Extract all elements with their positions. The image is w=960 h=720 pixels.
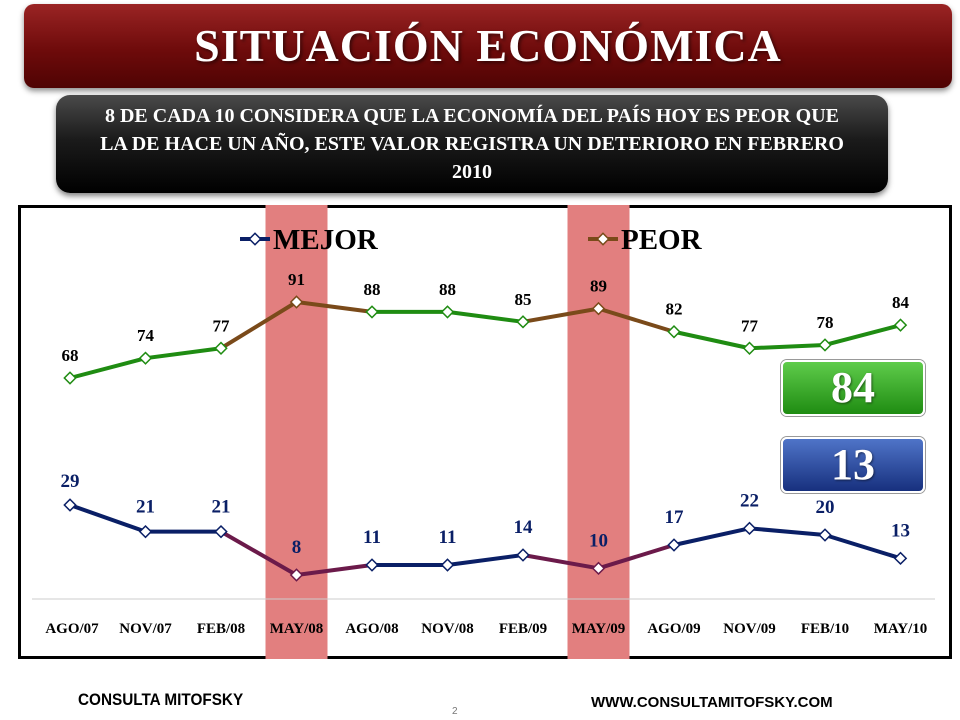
page-number: 2 — [452, 706, 458, 717]
headline-banner: 8 DE CADA 10 CONSIDERA QUE LA ECONOMÍA D… — [56, 95, 888, 193]
peor-line-segment — [219, 300, 299, 351]
peor-data-label: 89 — [590, 277, 607, 296]
peor-point — [63, 371, 77, 385]
mejor-line-segment — [672, 526, 752, 547]
mejor-point — [365, 558, 379, 572]
mejor-data-label: 14 — [514, 517, 534, 538]
peor-line-segment — [294, 300, 374, 314]
x-tick-label: AGO/07 — [45, 621, 99, 637]
x-tick-label: MAY/10 — [874, 621, 928, 637]
mejor-line-segment — [219, 529, 299, 577]
mejor-point — [667, 538, 681, 552]
peor-point — [667, 325, 681, 339]
peor-point — [214, 341, 228, 355]
peor-line-segment — [596, 306, 676, 334]
x-tick-label: NOV/09 — [723, 621, 776, 637]
mejor-point — [893, 551, 908, 566]
peor-point — [742, 341, 757, 355]
peor-line-segment — [445, 309, 525, 324]
peor-data-label: 74 — [137, 326, 155, 345]
mejor-current-value-box: 13 — [781, 437, 925, 493]
peor-data-label: 68 — [62, 346, 79, 365]
peor-line-segment — [521, 306, 601, 324]
mejor-line-segment — [521, 553, 601, 571]
peor-data-label: 88 — [364, 280, 381, 299]
peor-legend-label: PEOR — [621, 224, 703, 256]
mejor-data-label: 10 — [589, 530, 608, 551]
peor-line-segment — [823, 323, 903, 347]
highlight-band-may-08 — [265, 205, 328, 659]
mejor-data-label: 22 — [740, 490, 759, 511]
peor-point — [138, 351, 153, 365]
mejor-line-segment — [823, 533, 903, 561]
mejor-line-segment — [445, 553, 525, 567]
mejor-point — [138, 524, 153, 539]
peor-data-label: 82 — [666, 300, 683, 319]
peor-data-label: 77 — [741, 316, 759, 335]
mejor-line-segment — [747, 526, 827, 537]
peor-data-label: 85 — [515, 290, 532, 309]
peor-point — [893, 318, 908, 332]
mejor-legend-marker — [248, 232, 262, 246]
x-tick-label: MAY/09 — [572, 621, 626, 637]
footer-website[interactable]: WWW.CONSULTAMITOFSKY.COM — [591, 694, 833, 711]
peor-line-segment — [747, 342, 827, 351]
x-tick-label: FEB/09 — [499, 621, 547, 637]
mejor-data-label: 21 — [212, 497, 231, 518]
title-banner — [24, 4, 952, 88]
peor-point — [440, 305, 455, 319]
peor-point — [591, 301, 606, 316]
mejor-data-label: 17 — [665, 507, 685, 528]
mejor-data-label: 11 — [439, 527, 457, 548]
mejor-line-segment — [294, 563, 374, 577]
x-tick-label: NOV/08 — [421, 621, 474, 637]
peor-point — [818, 338, 832, 352]
chart-frame — [18, 205, 952, 659]
page-title: SITUACIÓN ECONÓMICA — [194, 20, 782, 71]
mejor-data-label: 29 — [61, 471, 80, 492]
mejor-line-segment — [68, 503, 148, 534]
x-tick-label: MAY/08 — [270, 621, 324, 637]
peor-legend-marker — [596, 232, 610, 246]
peor-point — [365, 305, 379, 319]
peor-data-label: 78 — [817, 313, 834, 332]
x-tick-label: AGO/09 — [647, 621, 700, 637]
mejor-data-label: 11 — [363, 527, 381, 548]
x-tick-label: AGO/08 — [345, 621, 398, 637]
mejor-point — [818, 528, 832, 542]
mejor-point — [289, 568, 304, 582]
mejor-line-segment — [596, 543, 676, 571]
peor-point — [516, 315, 530, 329]
mejor-data-label: 8 — [292, 537, 302, 558]
peor-point — [289, 295, 304, 309]
x-tick-label: FEB/08 — [197, 621, 245, 637]
mejor-point — [440, 558, 455, 572]
mejor-point — [214, 524, 228, 539]
peor-data-label: 84 — [892, 293, 910, 312]
peor-line-segment — [672, 329, 752, 351]
footer-brand: CONSULTA MITOFSKY — [78, 690, 244, 709]
x-tick-label: FEB/10 — [801, 621, 849, 637]
peor-data-label: 77 — [213, 316, 231, 335]
highlight-band-may-09 — [567, 205, 630, 659]
mejor-data-label: 13 — [891, 520, 910, 541]
mejor-point — [516, 548, 530, 562]
x-tick-label: NOV/07 — [119, 621, 172, 637]
mejor-point — [591, 561, 606, 576]
mejor-data-label: 21 — [136, 497, 155, 518]
mejor-legend-label: MEJOR — [273, 224, 379, 256]
mejor-data-label: 20 — [816, 497, 835, 518]
mejor-point — [742, 521, 757, 536]
peor-data-label: 91 — [288, 270, 305, 289]
peor-current-value-box: 84 — [781, 360, 925, 416]
peor-data-label: 88 — [439, 280, 456, 299]
headline-text: 8 DE CADA 10 CONSIDERA QUE LA ECONOMÍA D… — [100, 105, 844, 183]
mejor-point — [63, 498, 77, 512]
peor-line-segment — [143, 346, 223, 361]
peor-line-segment — [68, 356, 148, 380]
